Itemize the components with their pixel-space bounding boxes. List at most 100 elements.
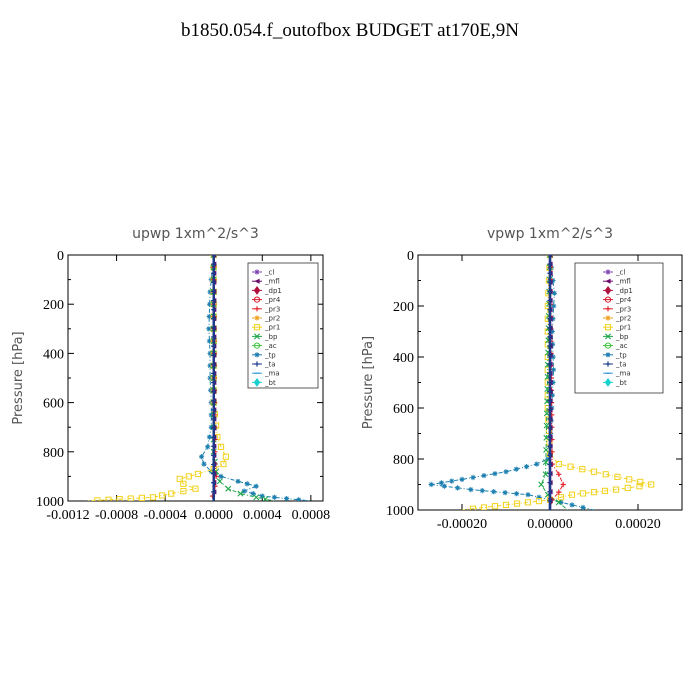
data-point bbox=[206, 338, 213, 344]
data-point bbox=[602, 471, 609, 478]
data-point bbox=[211, 307, 217, 313]
data-point bbox=[580, 504, 586, 510]
legend-item: _pr1 bbox=[603, 324, 631, 332]
legend-item: _mfl bbox=[252, 278, 280, 286]
data-point bbox=[469, 505, 477, 510]
legend-item: _ma bbox=[603, 370, 631, 378]
legend-label: _ma bbox=[264, 370, 280, 378]
data-point bbox=[550, 277, 556, 284]
data-point bbox=[211, 379, 217, 386]
y-tick-label: 0 bbox=[57, 249, 64, 264]
data-point bbox=[211, 255, 217, 258]
legend-label: _bp bbox=[264, 333, 278, 341]
data-point bbox=[560, 481, 566, 488]
data-point bbox=[590, 468, 598, 475]
data-point bbox=[549, 328, 555, 335]
data-point bbox=[271, 494, 278, 500]
legend-box bbox=[574, 262, 664, 394]
legend-label: _cl bbox=[264, 269, 274, 277]
legend-item: _bp bbox=[252, 333, 278, 341]
y-axis-label: Pressure [hPa] bbox=[11, 331, 26, 424]
data-point bbox=[545, 456, 551, 462]
legend-marker bbox=[254, 278, 260, 284]
data-point bbox=[198, 454, 205, 460]
legend-label: _dp1 bbox=[615, 287, 633, 295]
data-point bbox=[208, 424, 214, 430]
data-point bbox=[208, 412, 214, 418]
data-point bbox=[556, 489, 562, 495]
x-tick-label: 0.0000 bbox=[194, 508, 233, 523]
data-point bbox=[168, 490, 175, 497]
series-pr1 bbox=[86, 255, 229, 501]
data-point bbox=[480, 504, 488, 510]
data-point bbox=[262, 496, 269, 501]
legend: _cl_mfl_dp1_pr4_pr3_pr2_pr1_bp_ac_tp_ta_… bbox=[574, 262, 664, 394]
data-point bbox=[555, 461, 562, 468]
legend-item: _tp bbox=[252, 351, 276, 359]
data-point bbox=[207, 301, 213, 307]
data-point bbox=[211, 370, 217, 377]
legend-marker bbox=[605, 352, 611, 358]
data-point bbox=[547, 288, 553, 295]
x-tick-label: -0.00020 bbox=[437, 517, 487, 532]
x-tick-label: 0.00020 bbox=[615, 517, 661, 532]
data-point bbox=[468, 487, 474, 493]
data-point bbox=[525, 492, 531, 498]
legend-item: _cl bbox=[603, 269, 625, 277]
data-point bbox=[455, 485, 461, 491]
data-point bbox=[550, 316, 556, 322]
legend-marker bbox=[254, 333, 260, 340]
y-tick-label: 400 bbox=[43, 347, 64, 362]
data-point bbox=[206, 313, 212, 320]
data-point bbox=[513, 500, 521, 507]
data-point bbox=[551, 303, 557, 309]
data-point bbox=[211, 334, 217, 340]
legend-marker bbox=[604, 296, 612, 303]
x-tick-label: -0.0012 bbox=[46, 508, 89, 523]
data-point bbox=[211, 434, 217, 440]
legend-marker bbox=[605, 269, 611, 275]
legend-marker bbox=[253, 296, 261, 303]
data-point bbox=[547, 352, 553, 358]
data-point bbox=[217, 443, 225, 450]
legend-label: _mfl bbox=[615, 278, 631, 286]
legend-label: _pr3 bbox=[615, 305, 631, 313]
data-point bbox=[547, 361, 553, 367]
data-point bbox=[513, 466, 519, 472]
data-point bbox=[211, 480, 217, 486]
data-point bbox=[211, 261, 217, 267]
x-tick-label: -0.0008 bbox=[95, 508, 138, 523]
data-point bbox=[547, 379, 553, 386]
data-point bbox=[513, 491, 520, 497]
data-point bbox=[550, 367, 557, 373]
data-point bbox=[211, 443, 217, 449]
y-tick-label: 600 bbox=[393, 402, 414, 417]
data-point bbox=[492, 471, 498, 477]
data-point bbox=[206, 434, 213, 440]
data-point bbox=[244, 481, 250, 487]
y-tick-label: 800 bbox=[393, 453, 414, 468]
data-point bbox=[601, 487, 609, 494]
data-point bbox=[180, 488, 187, 495]
data-point bbox=[159, 492, 166, 499]
data-point bbox=[235, 478, 241, 484]
data-point bbox=[556, 471, 562, 477]
data-point bbox=[428, 481, 434, 488]
legend-marker bbox=[254, 352, 260, 358]
data-point bbox=[543, 422, 550, 429]
legend-label: _bt bbox=[615, 379, 627, 387]
data-point bbox=[547, 297, 553, 304]
chart-panel-1: upwp 1xm^2/s^3 Pressure [hPa] 0 200 400 600 80… bbox=[11, 226, 330, 523]
data-point bbox=[491, 489, 497, 495]
data-point bbox=[547, 498, 553, 504]
series-tp bbox=[198, 255, 311, 501]
data-point bbox=[551, 290, 557, 296]
data-point bbox=[547, 325, 553, 331]
legend-label: _pr2 bbox=[264, 315, 280, 323]
data-point bbox=[547, 307, 553, 313]
data-point bbox=[207, 350, 213, 356]
data-point bbox=[547, 452, 553, 458]
legend-label: _pr1 bbox=[264, 324, 280, 332]
data-point bbox=[253, 483, 259, 489]
